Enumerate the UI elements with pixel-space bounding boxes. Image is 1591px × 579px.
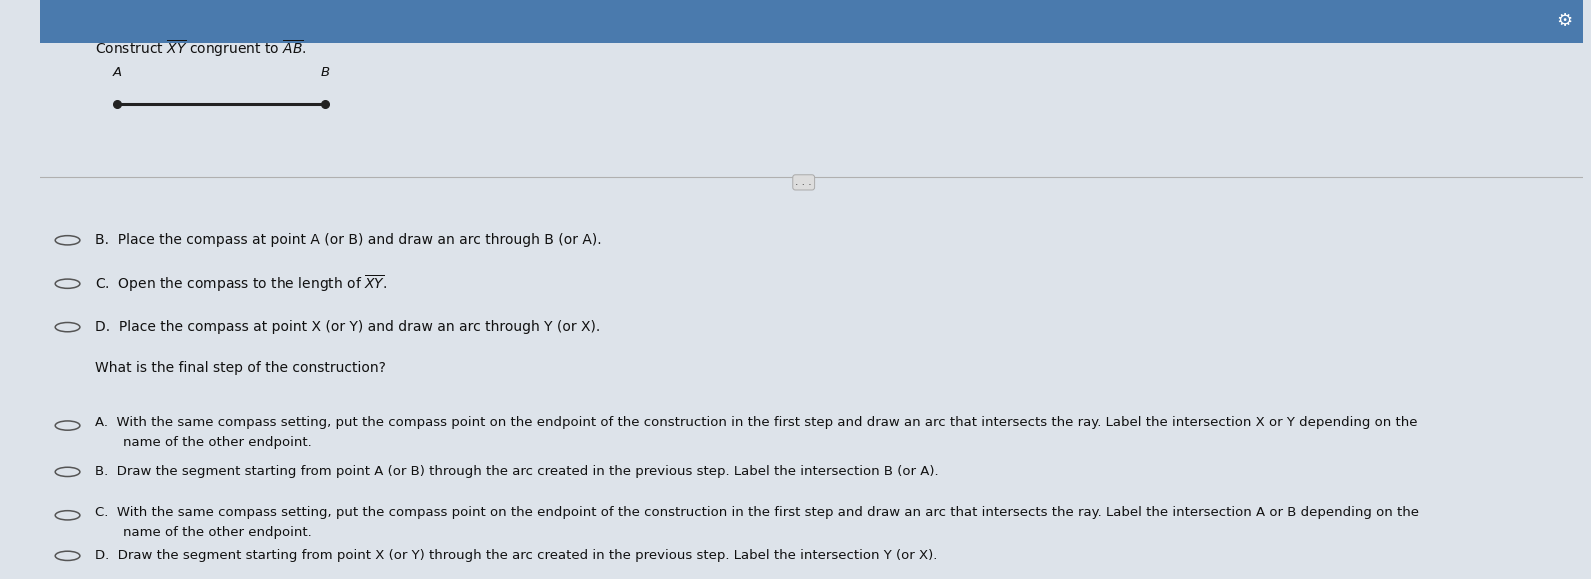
Text: B: B — [321, 66, 329, 79]
Text: Construct $\overline{XY}$ congruent to $\overline{AB}$.: Construct $\overline{XY}$ congruent to $… — [95, 39, 307, 60]
Text: A: A — [113, 66, 121, 79]
Text: B.  Draw the segment starting from point A (or B) through the arc created in the: B. Draw the segment starting from point … — [95, 466, 939, 478]
Text: ⚙: ⚙ — [1556, 12, 1572, 31]
Bar — [40, 0, 1583, 43]
Text: name of the other endpoint.: name of the other endpoint. — [123, 437, 312, 449]
Text: name of the other endpoint.: name of the other endpoint. — [123, 526, 312, 539]
Text: C.  With the same compass setting, put the compass point on the endpoint of the : C. With the same compass setting, put th… — [95, 506, 1419, 519]
Text: A.  With the same compass setting, put the compass point on the endpoint of the : A. With the same compass setting, put th… — [95, 416, 1418, 429]
Text: C.  Open the compass to the length of $\overline{XY}$.: C. Open the compass to the length of $\o… — [95, 273, 388, 294]
Text: . . .: . . . — [796, 177, 811, 188]
Text: What is the final step of the construction?: What is the final step of the constructi… — [95, 361, 387, 375]
Text: D.  Draw the segment starting from point X (or Y) through the arc created in the: D. Draw the segment starting from point … — [95, 549, 937, 562]
Text: B.  Place the compass at point A (or B) and draw an arc through B (or A).: B. Place the compass at point A (or B) a… — [95, 233, 601, 247]
Text: D.  Place the compass at point X (or Y) and draw an arc through Y (or X).: D. Place the compass at point X (or Y) a… — [95, 320, 600, 334]
